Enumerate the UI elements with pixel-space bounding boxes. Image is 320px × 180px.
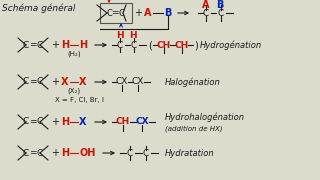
Text: C: C — [218, 8, 224, 17]
Text: CX: CX — [116, 78, 128, 87]
Text: +: + — [51, 40, 59, 50]
Text: CX: CX — [132, 78, 144, 87]
Text: =: = — [111, 8, 119, 17]
Text: H: H — [129, 31, 137, 40]
Text: A: A — [144, 8, 152, 18]
Text: C: C — [37, 78, 43, 87]
Text: X: X — [79, 77, 87, 87]
Text: CH: CH — [157, 40, 171, 50]
Text: (: ( — [148, 40, 152, 50]
Text: +: + — [51, 117, 59, 127]
Text: =: = — [29, 78, 37, 87]
Text: =: = — [29, 118, 37, 127]
Text: C: C — [131, 40, 137, 50]
Text: C: C — [37, 148, 43, 158]
Text: C: C — [23, 40, 29, 50]
Text: Hydrogénation: Hydrogénation — [200, 40, 262, 50]
Text: B: B — [216, 0, 224, 10]
Text: X: X — [61, 77, 69, 87]
Text: OH: OH — [80, 148, 96, 158]
Text: H: H — [61, 117, 69, 127]
Text: C: C — [23, 148, 29, 158]
Text: H: H — [79, 40, 87, 50]
Text: H: H — [61, 148, 69, 158]
Text: +: + — [51, 148, 59, 158]
Text: H: H — [116, 31, 124, 40]
Text: C: C — [37, 118, 43, 127]
Text: CH: CH — [175, 40, 189, 50]
Text: C: C — [127, 148, 133, 158]
Text: (X₂): (X₂) — [68, 88, 81, 94]
Text: (addition de HX): (addition de HX) — [165, 126, 222, 132]
Text: CH: CH — [116, 118, 130, 127]
Text: C: C — [117, 40, 123, 50]
Text: Halogénation: Halogénation — [165, 77, 221, 87]
Text: X: X — [79, 117, 87, 127]
Text: ): ) — [194, 40, 198, 50]
Text: (H₂): (H₂) — [67, 51, 81, 57]
Text: Hydratation: Hydratation — [165, 148, 215, 158]
Text: C: C — [106, 8, 112, 17]
Text: C: C — [23, 118, 29, 127]
Text: B: B — [164, 8, 172, 18]
Text: Schéma général: Schéma général — [2, 3, 76, 13]
Text: C: C — [143, 148, 149, 158]
Text: =: = — [29, 40, 37, 50]
Text: CX: CX — [135, 118, 149, 127]
Text: =: = — [29, 148, 37, 158]
Text: X = F, Cl, Br, I: X = F, Cl, Br, I — [55, 97, 104, 103]
Text: C: C — [118, 8, 124, 17]
Text: A: A — [202, 0, 210, 10]
Text: C: C — [37, 40, 43, 50]
Text: C: C — [203, 8, 209, 17]
Bar — [100, 3, 132, 23]
Text: C: C — [23, 78, 29, 87]
Text: Hydrohalogénation: Hydrohalogénation — [165, 112, 245, 122]
Text: +: + — [134, 8, 142, 18]
Text: +: + — [51, 77, 59, 87]
Text: H: H — [61, 40, 69, 50]
